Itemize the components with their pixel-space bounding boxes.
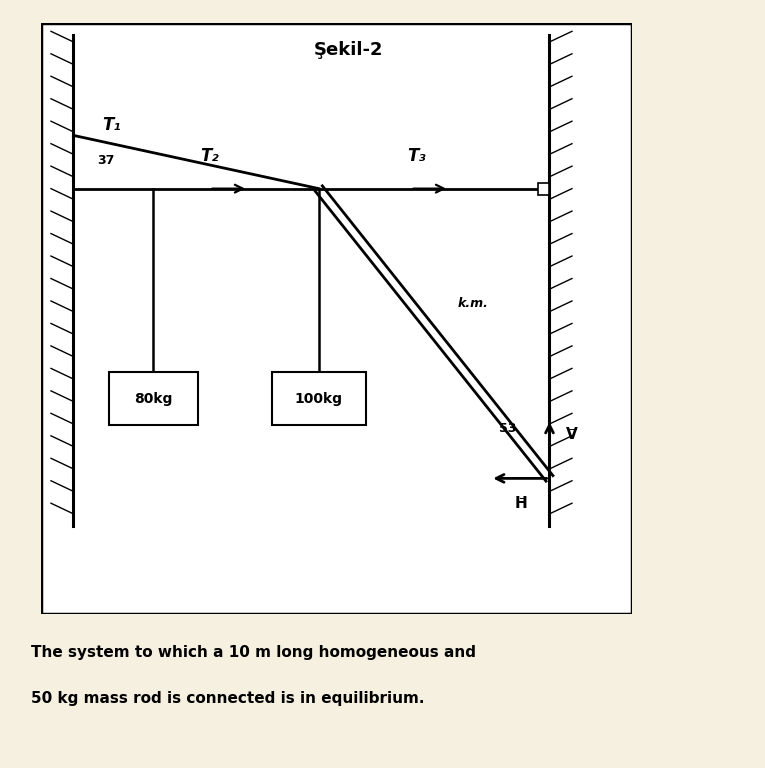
Text: The system to which a 10 m long homogeneous and: The system to which a 10 m long homogene… <box>31 645 476 660</box>
Polygon shape <box>41 23 633 614</box>
Text: T₁: T₁ <box>103 116 121 134</box>
Text: H⃗: H⃗ <box>515 495 528 511</box>
Text: Şekil-2: Şekil-2 <box>314 41 383 58</box>
Bar <box>538 183 549 194</box>
Text: 100kg: 100kg <box>295 392 343 406</box>
Text: k.m.: k.m. <box>457 297 488 310</box>
Text: 50 kg mass rod is connected is in equilibrium.: 50 kg mass rod is connected is in equili… <box>31 691 424 707</box>
Text: T₂: T₂ <box>200 147 219 165</box>
Text: 37: 37 <box>97 154 115 167</box>
Bar <box>272 372 366 425</box>
Text: 53: 53 <box>500 422 517 435</box>
Bar <box>109 372 197 425</box>
Text: 80kg: 80kg <box>134 392 172 406</box>
Text: V⃗: V⃗ <box>566 426 578 442</box>
Text: T₃: T₃ <box>407 147 426 165</box>
